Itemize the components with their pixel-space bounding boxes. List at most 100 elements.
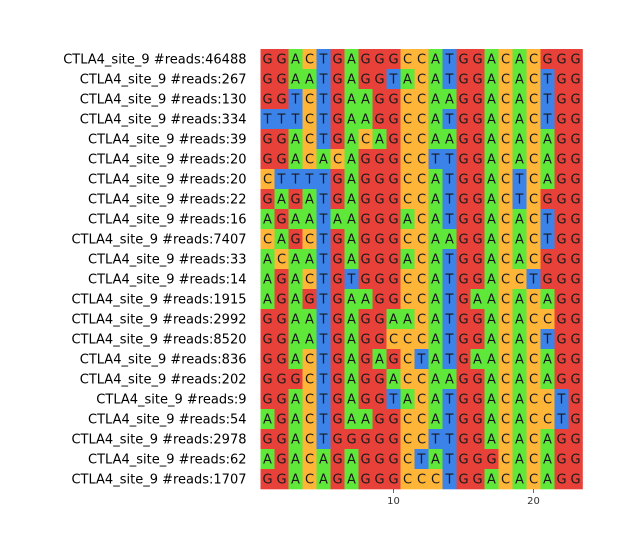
cell-C	[400, 229, 415, 250]
base-letter: G	[570, 73, 580, 88]
cell-G	[260, 349, 275, 370]
base-letter: A	[431, 113, 440, 128]
base-letter: C	[417, 413, 426, 428]
base-letter: T	[319, 393, 328, 408]
cell-C	[414, 229, 429, 250]
base-letter: G	[486, 453, 496, 468]
cell-A	[288, 469, 303, 490]
base-letter: A	[375, 133, 384, 148]
base-letter: G	[360, 53, 370, 68]
base-letter: A	[515, 353, 524, 368]
cell-A	[344, 469, 359, 490]
base-letter: A	[487, 213, 496, 228]
cell-A	[288, 429, 303, 450]
cell-C	[414, 249, 429, 270]
base-letter: T	[319, 353, 328, 368]
cell-G	[260, 129, 275, 150]
base-letter: T	[291, 113, 300, 128]
row-label: CTLA4_site_9 #reads:1707	[71, 473, 246, 488]
cell-C	[498, 329, 513, 350]
base-letter: G	[276, 273, 286, 288]
base-letter: G	[332, 93, 342, 108]
base-letter: C	[501, 193, 510, 208]
base-letter: A	[347, 213, 356, 228]
cell-C	[498, 89, 513, 110]
cell-G	[456, 309, 471, 330]
cell-A	[540, 349, 555, 370]
cell-C	[400, 189, 415, 210]
cell-A	[484, 109, 499, 130]
base-letter: C	[403, 453, 412, 468]
cell-G	[484, 449, 499, 470]
cell-G	[554, 149, 569, 170]
base-letter: A	[487, 413, 496, 428]
cell-G	[470, 309, 485, 330]
base-letter: A	[487, 293, 496, 308]
cell-G	[330, 289, 345, 310]
base-letter: C	[529, 133, 538, 148]
row-label: CTLA4_site_9 #reads:836	[80, 353, 247, 368]
cell-G	[456, 369, 471, 390]
base-letter: A	[305, 253, 314, 268]
cell-T	[344, 269, 359, 290]
base-letter: A	[487, 133, 496, 148]
base-letter: A	[389, 373, 398, 388]
cell-G	[358, 189, 373, 210]
base-letter: A	[347, 453, 356, 468]
base-letter: C	[529, 333, 538, 348]
cell-C	[302, 109, 317, 130]
base-letter: C	[501, 93, 510, 108]
cell-T	[414, 449, 429, 470]
base-letter: G	[360, 473, 370, 488]
cell-C	[428, 469, 443, 490]
base-letter: A	[487, 233, 496, 248]
cell-A	[512, 369, 527, 390]
base-letter: G	[332, 253, 342, 268]
base-letter: G	[262, 133, 272, 148]
cell-T	[442, 329, 457, 350]
cell-T	[316, 329, 331, 350]
cell-C	[414, 129, 429, 150]
base-letter: T	[319, 53, 328, 68]
cell-G	[470, 249, 485, 270]
cell-G	[386, 269, 401, 290]
cell-T	[540, 229, 555, 250]
base-letter: G	[388, 473, 398, 488]
cell-A	[428, 269, 443, 290]
base-letter: A	[361, 113, 370, 128]
cell-T	[316, 169, 331, 190]
base-letter: G	[276, 213, 286, 228]
base-letter: A	[445, 93, 454, 108]
cell-G	[386, 429, 401, 450]
base-letter: C	[403, 93, 412, 108]
base-letter: C	[417, 333, 426, 348]
cell-A	[428, 189, 443, 210]
cell-C	[302, 349, 317, 370]
base-letter: A	[263, 273, 272, 288]
cell-G	[554, 329, 569, 350]
row-label: CTLA4_site_9 #reads:8520	[71, 333, 246, 348]
base-letter: G	[472, 233, 482, 248]
cell-G	[330, 269, 345, 290]
cell-A	[442, 369, 457, 390]
cell-A	[400, 249, 415, 270]
base-letter: A	[347, 393, 356, 408]
cell-C	[526, 309, 541, 330]
cell-G	[456, 249, 471, 270]
base-letter: T	[431, 433, 440, 448]
base-letter: C	[529, 113, 538, 128]
cell-G	[470, 329, 485, 350]
cell-A	[288, 269, 303, 290]
base-letter: G	[374, 373, 384, 388]
cell-A	[316, 149, 331, 170]
base-letter: G	[556, 293, 566, 308]
base-letter: G	[472, 313, 482, 328]
cell-G	[554, 429, 569, 450]
cell-G	[386, 289, 401, 310]
base-letter: T	[543, 73, 552, 88]
base-letter: C	[501, 153, 510, 168]
cell-G	[554, 169, 569, 190]
cell-G	[456, 409, 471, 430]
cell-G	[470, 389, 485, 410]
base-letter: G	[332, 113, 342, 128]
